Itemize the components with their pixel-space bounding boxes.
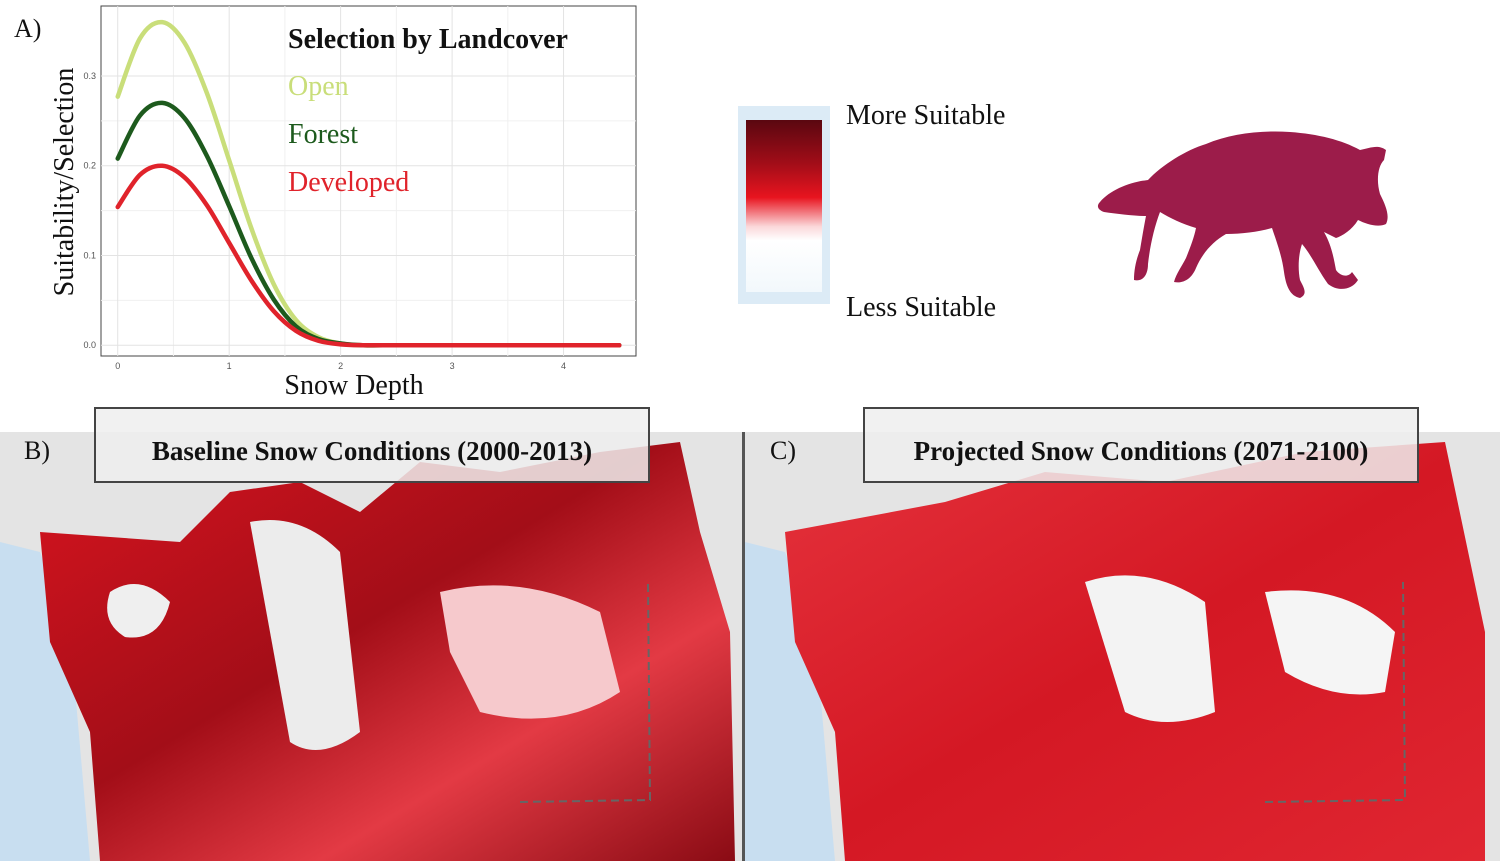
- legend-entry-open: Open: [288, 71, 349, 102]
- panel-a-label: A): [14, 14, 42, 43]
- x-axis-title: Snow Depth: [284, 370, 423, 401]
- snow-area-east: [440, 585, 620, 719]
- map-divider: [742, 432, 745, 861]
- suitability-chart: 0 1 2 3 4 0.0 0.1 0.2 0.3 Selection by Landcover…: [49, 5, 637, 401]
- legend-entry-developed: Developed: [288, 167, 409, 198]
- y-tick-label: 0.2: [83, 161, 96, 171]
- baseline-suitability-map: [0, 432, 742, 861]
- series-line-developed: [115, 163, 622, 348]
- x-tick-label: 2: [338, 361, 343, 371]
- wolf-silhouette-icon: [1097, 131, 1388, 298]
- projected-map-image: [745, 432, 1500, 861]
- axis-ticks: 0 1 2 3 4 0.0 0.1 0.2 0.3: [83, 71, 566, 371]
- x-tick-label: 4: [561, 361, 566, 371]
- state-boundary: [519, 581, 652, 803]
- panel-b-label: B): [24, 436, 50, 465]
- projected-map-title: Projected Snow Conditions (2071-2100): [863, 407, 1419, 483]
- suitability-color-scale: [746, 120, 822, 292]
- baseline-map-title: Baseline Snow Conditions (2000-2013): [94, 407, 650, 483]
- legend-entry-forest: Forest: [288, 119, 358, 150]
- x-tick-label: 0: [115, 361, 120, 371]
- scale-high-label: More Suitable: [846, 100, 1006, 131]
- y-axis-title: Suitability/Selection: [49, 68, 80, 297]
- legend-title: Selection by Landcover: [288, 24, 568, 55]
- grid-lines: [101, 6, 636, 356]
- x-tick-label: 1: [227, 361, 232, 371]
- snow-area-east: [1265, 590, 1395, 695]
- snow-area-central: [1085, 575, 1215, 722]
- snow-area-olympics: [107, 584, 170, 638]
- y-tick-label: 0.1: [83, 250, 96, 260]
- y-tick-label: 0.0: [83, 340, 96, 350]
- snow-area-cascades: [250, 520, 360, 750]
- projected-suitability-map: [745, 432, 1500, 861]
- scale-low-label: Less Suitable: [846, 292, 997, 323]
- panel-c-label: C): [770, 436, 796, 465]
- series-lines: [115, 19, 622, 348]
- suitability-region: [40, 442, 735, 861]
- x-tick-label: 3: [450, 361, 455, 371]
- y-tick-label: 0.3: [83, 71, 96, 81]
- state-boundary: [1264, 581, 1407, 803]
- baseline-map-image: [0, 432, 742, 861]
